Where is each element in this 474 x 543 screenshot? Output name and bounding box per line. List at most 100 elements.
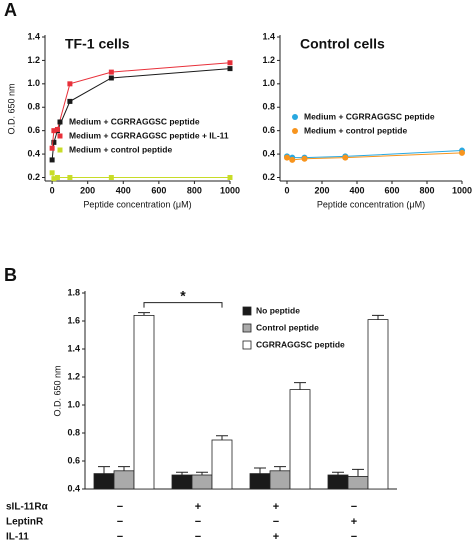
- significance-label: *: [180, 287, 186, 303]
- y-tick-label: 1.2: [67, 371, 80, 381]
- legend-label: Medium + CGRRAGGSC peptide: [69, 116, 200, 126]
- y-tick-label: 1.0: [262, 78, 275, 88]
- treatment-label: IL-11: [6, 532, 29, 543]
- marker: [108, 69, 114, 75]
- y-tick-label: 1.2: [27, 55, 40, 65]
- x-axis-label: Peptide concentration (μM): [317, 199, 425, 209]
- bar: [327, 474, 349, 490]
- legend-label: CGRRAGGSC peptide: [256, 339, 345, 349]
- error-bar: [352, 468, 364, 477]
- y-tick-label: 1.2: [262, 55, 275, 65]
- treatment-symbol: −: [117, 501, 123, 513]
- treatment-symbol: +: [351, 516, 357, 528]
- bar: [133, 314, 155, 490]
- y-tick-label: 0.6: [27, 125, 40, 135]
- marker: [67, 81, 73, 87]
- treatment-label: LeptinR: [6, 517, 44, 528]
- y-tick-label: 1.8: [67, 287, 80, 297]
- x-tick-label: 200: [314, 185, 329, 195]
- x-tick-label: 400: [349, 185, 364, 195]
- bar: [269, 470, 291, 490]
- legend-marker: [292, 114, 298, 120]
- y-tick-label: 0.8: [262, 102, 275, 112]
- marker: [284, 154, 290, 161]
- legend-label: Control peptide: [256, 322, 319, 332]
- y-tick-label: 1.4: [262, 31, 275, 41]
- marker: [49, 170, 55, 176]
- bar: [289, 389, 311, 490]
- marker: [459, 149, 465, 156]
- y-axis-label: O.D. 650 nm: [6, 83, 16, 134]
- error-bar: [196, 471, 208, 475]
- treatment-symbol: −: [351, 501, 357, 513]
- y-tick-label: 0.8: [27, 102, 40, 112]
- bar: [249, 473, 271, 490]
- treatment-symbol: −: [117, 516, 123, 528]
- y-tick-label: 1.4: [67, 343, 80, 353]
- error-bar: [274, 466, 286, 471]
- treatment-symbol: −: [195, 531, 201, 543]
- legend-marker: [292, 128, 298, 134]
- legend-label: Medium + control peptide: [304, 125, 407, 135]
- error-bar: [332, 471, 344, 475]
- significance-bracket: [143, 302, 223, 308]
- error-bar: [372, 314, 384, 320]
- y-tick-label: 0.6: [67, 455, 80, 465]
- error-bar: [98, 466, 110, 474]
- x-tick-label: 1000: [220, 185, 240, 195]
- legend-marker: [57, 147, 63, 153]
- marker: [108, 75, 114, 81]
- y-tick-label: 0.4: [27, 148, 40, 158]
- error-bar: [216, 435, 228, 440]
- marker: [49, 157, 55, 163]
- y-tick-label: 0.8: [67, 427, 80, 437]
- marker: [54, 174, 60, 180]
- legend-marker: [242, 340, 252, 350]
- bar: [171, 474, 193, 490]
- y-tick-label: 0.2: [27, 172, 40, 182]
- marker: [342, 154, 349, 161]
- marker: [227, 174, 233, 180]
- legend-label: No peptide: [256, 305, 300, 315]
- marker: [49, 145, 55, 151]
- x-tick-label: 600: [384, 185, 399, 195]
- bar: [211, 439, 233, 490]
- y-tick-label: 1.0: [27, 78, 40, 88]
- x-axis-label: Peptide concentration (μM): [83, 199, 191, 209]
- x-tick-label: 200: [80, 185, 95, 195]
- treatment-symbol: −: [117, 531, 123, 543]
- x-tick-label: 400: [116, 185, 131, 195]
- marker: [54, 126, 60, 132]
- chart-title: Control cells: [300, 36, 385, 52]
- marker: [67, 98, 73, 104]
- legend-label: Medium + CGRRAGGSC peptide: [304, 111, 435, 121]
- series-line: [286, 152, 463, 161]
- marker: [108, 174, 114, 180]
- legend-marker: [242, 323, 252, 333]
- marker: [301, 155, 308, 162]
- treatment-symbol: −: [351, 531, 357, 543]
- treatment-symbol: +: [195, 501, 201, 513]
- x-tick-label: 800: [419, 185, 434, 195]
- x-tick-label: 600: [151, 185, 166, 195]
- legend-marker: [57, 133, 63, 139]
- x-tick-label: 0: [284, 185, 289, 195]
- series-line: [51, 172, 230, 180]
- bar: [113, 470, 135, 490]
- bar: [367, 319, 389, 490]
- chart-title: TF-1 cells: [65, 36, 130, 52]
- marker: [51, 139, 57, 145]
- y-tick-label: 0.2: [262, 172, 275, 182]
- legend-label: Medium + CGRRAGGSC peptide + IL-11: [69, 130, 229, 140]
- marker: [67, 174, 73, 180]
- marker: [51, 176, 57, 182]
- error-bar: [176, 471, 188, 475]
- y-tick-label: 1.6: [67, 315, 80, 325]
- panel-label: A: [4, 0, 17, 20]
- y-tick-label: 0.6: [262, 125, 275, 135]
- series-line: [51, 62, 231, 149]
- treatment-symbol: −: [195, 516, 201, 528]
- error-bar: [294, 382, 306, 390]
- y-tick-label: 0.4: [67, 483, 80, 493]
